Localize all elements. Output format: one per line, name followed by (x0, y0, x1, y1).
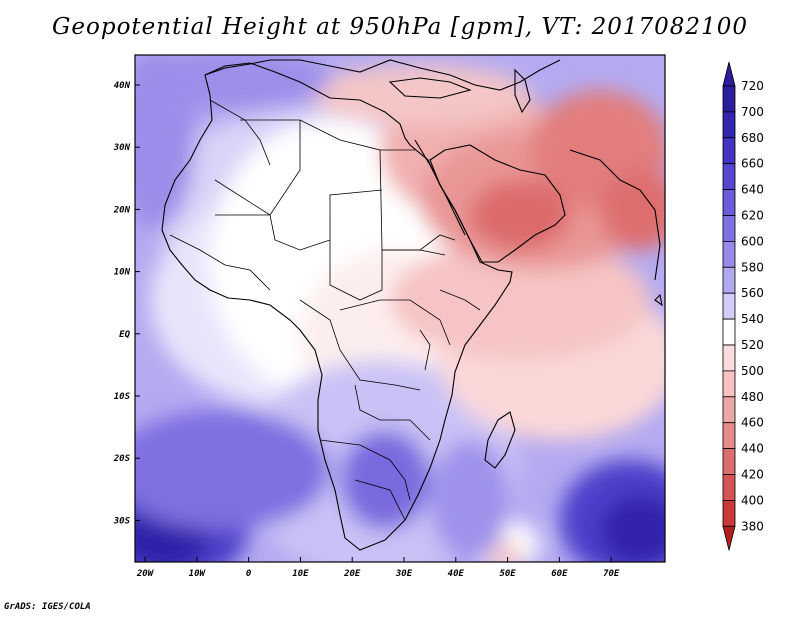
colorbar-swatch (722, 189, 736, 216)
colorbar-swatch (722, 266, 736, 294)
lat-label: 30N (113, 143, 131, 153)
colorbar-label: 440 (741, 442, 764, 456)
turkey-coastline (388, 77, 472, 99)
colorbar-label: 640 (741, 183, 764, 197)
colorbar-label: 520 (741, 338, 764, 352)
colorbar-label: 460 (741, 416, 764, 430)
colorbar-swatch (722, 240, 736, 268)
longitude-axis: 20W 10W 0 10E 20E 30E 40E 50E 60E 70E (136, 557, 620, 579)
colorbar-swatch (722, 344, 736, 372)
colorbar-label: 500 (741, 364, 764, 378)
colorbar-label: 560 (741, 286, 764, 300)
lon-label: 20E (343, 569, 361, 579)
lat-label: 10N (114, 268, 131, 278)
caspian (514, 68, 531, 114)
colorbar-label: 620 (741, 209, 764, 223)
lat-label: 20S (113, 454, 131, 464)
grads-credit: GrADS: IGES/COLA (4, 602, 91, 612)
lon-label: 70E (603, 569, 620, 579)
latitude-axis: 40N 30N 20N 10N EQ 10S 20S 30S (113, 81, 140, 526)
lon-label: 10W (189, 569, 207, 579)
colorbar-bottom-arrow (722, 525, 736, 551)
lat-label: 30S (113, 516, 131, 526)
lat-label: EQ (119, 330, 130, 340)
red-sea (414, 139, 466, 236)
lon-label: 30E (395, 569, 413, 579)
arabia-coastline (429, 144, 566, 263)
colorbar-label: 680 (741, 131, 764, 145)
height-field (135, 55, 665, 562)
lat-label: 10S (114, 392, 131, 402)
colorbar-label: 480 (741, 390, 764, 404)
lon-label: 40E (448, 569, 465, 579)
colorbar: 720 700 680 660 640 620 600 580 560 540 520 500 480 4… (722, 61, 764, 551)
madagascar (484, 411, 516, 469)
colorbar-swatch (722, 370, 736, 398)
colorbar-label: 540 (741, 312, 764, 326)
colorbar-swatch (722, 111, 736, 139)
lat-label: 40N (114, 81, 131, 91)
colorbar-label: 380 (741, 519, 764, 533)
colorbar-label: 700 (741, 105, 764, 119)
india-coastline (569, 149, 661, 281)
country-borders (169, 99, 481, 521)
colorbar-top-arrow (722, 61, 736, 87)
lon-label: 20W (136, 569, 155, 579)
coastlines (161, 59, 663, 551)
africa-coastline (161, 62, 513, 551)
lon-label: 50E (499, 569, 516, 579)
lon-label: 10E (292, 569, 309, 579)
colorbar-swatch (722, 474, 736, 501)
europe-coastline (204, 59, 561, 91)
colorbar-swatch (722, 422, 736, 450)
colorbar-swatch (722, 448, 736, 475)
map-frame (134, 54, 666, 563)
colorbar-swatch (722, 318, 736, 346)
colorbar-label: 400 (741, 493, 764, 507)
lon-label: 60E (551, 569, 568, 579)
colorbar-swatch (722, 396, 736, 424)
sri-lanka (654, 293, 663, 307)
colorbar-label: 660 (741, 157, 764, 171)
lat-label: 20N (113, 205, 131, 215)
colorbar-label: 720 (741, 79, 764, 93)
colorbar-label: 600 (741, 234, 764, 248)
colorbar-swatch (722, 292, 736, 320)
colorbar-swatch (722, 499, 736, 527)
colorbar-swatch (722, 85, 736, 113)
map-title: Geopotential Height at 950hPa [gpm], VT:… (52, 14, 748, 40)
colorbar-swatch (722, 215, 736, 242)
lon-label: 0 (246, 569, 252, 579)
colorbar-label: 580 (741, 260, 764, 274)
colorbar-label: 420 (741, 468, 764, 482)
colorbar-swatch (722, 137, 736, 165)
field-shading (135, 55, 665, 562)
colorbar-swatch (722, 163, 736, 190)
